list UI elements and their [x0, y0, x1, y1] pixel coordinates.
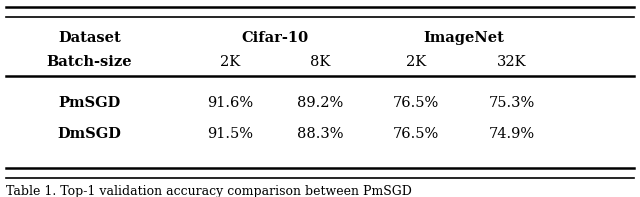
Text: Batch-size: Batch-size	[47, 55, 132, 69]
Text: 74.9%: 74.9%	[489, 127, 535, 141]
Text: 2K: 2K	[406, 55, 426, 69]
Text: 88.3%: 88.3%	[297, 127, 343, 141]
Text: 75.3%: 75.3%	[489, 96, 535, 111]
Text: 8K: 8K	[310, 55, 330, 69]
Text: PmSGD: PmSGD	[58, 96, 121, 111]
Text: 76.5%: 76.5%	[393, 127, 439, 141]
Text: Table 1. Top-1 validation accuracy comparison between PmSGD: Table 1. Top-1 validation accuracy compa…	[6, 185, 412, 197]
Text: Cifar-10: Cifar-10	[242, 31, 308, 46]
Text: ImageNet: ImageNet	[424, 31, 504, 46]
Text: 91.5%: 91.5%	[207, 127, 253, 141]
Text: 32K: 32K	[497, 55, 527, 69]
Text: 89.2%: 89.2%	[297, 96, 343, 111]
Text: Dataset: Dataset	[58, 31, 121, 46]
Text: DmSGD: DmSGD	[58, 127, 122, 141]
Text: 91.6%: 91.6%	[207, 96, 253, 111]
Text: 2K: 2K	[220, 55, 241, 69]
Text: 76.5%: 76.5%	[393, 96, 439, 111]
